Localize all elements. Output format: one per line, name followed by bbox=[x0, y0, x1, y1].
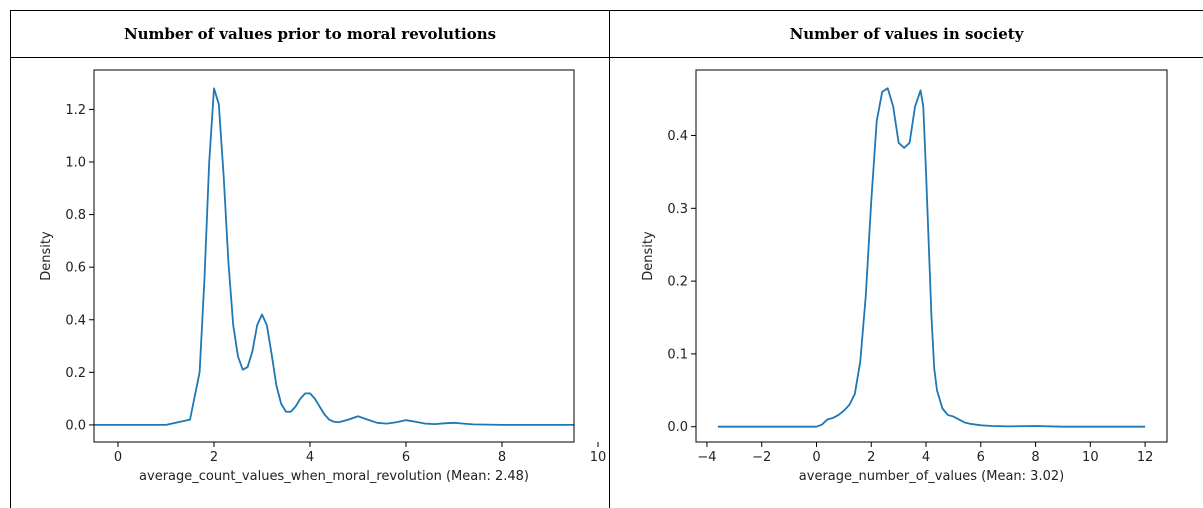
right-density-chart: −4 −2 0 2 4 6 8 10 12 0.0 0.1 0.2 0.3 0.4 average_numb… bbox=[641, 69, 1168, 484]
column-divider bbox=[609, 10, 610, 508]
x-axis-label: average_number_of_values (Mean: 3.02) bbox=[799, 469, 1064, 484]
x-axis-label: average_count_values_when_moral_revoluti… bbox=[139, 469, 529, 484]
right-panel-title: Number of values in society bbox=[789, 24, 1024, 43]
axes-box bbox=[93, 69, 575, 443]
y-tick-label: 0.3 bbox=[667, 202, 688, 217]
y-tick-label: 0.8 bbox=[65, 208, 86, 223]
y-tick-label: 0.4 bbox=[65, 313, 86, 328]
x-tick-label: 6 bbox=[402, 450, 410, 465]
y-tick-label: 0.0 bbox=[65, 418, 86, 433]
density-line bbox=[717, 87, 1146, 428]
y-tick-label: 0.6 bbox=[65, 261, 86, 276]
x-tick-label: 4 bbox=[922, 450, 930, 465]
x-tick-label: −4 bbox=[697, 450, 716, 465]
x-tick-label: 2 bbox=[210, 450, 218, 465]
y-tick-label: 1.2 bbox=[65, 103, 86, 118]
y-tick-label: 0.1 bbox=[667, 347, 688, 362]
density-line bbox=[94, 87, 574, 426]
x-tick-label: 2 bbox=[867, 450, 875, 465]
y-tick-label: 0.2 bbox=[667, 275, 688, 290]
y-tick-label: 0.2 bbox=[65, 366, 86, 381]
x-tick-label: 8 bbox=[1031, 450, 1039, 465]
y-tick-label: 0.4 bbox=[667, 129, 688, 144]
plot-area: −4 −2 0 2 4 6 8 10 12 0.0 0.1 0.2 0.3 0.4 average_numb… bbox=[641, 69, 1168, 484]
x-tick-label: −2 bbox=[752, 450, 771, 465]
y-tick-label: 0.0 bbox=[667, 420, 688, 435]
plot-area: 0 2 4 6 8 10 0.0 0.2 0.4 0.6 0.8 1.0 1.2 average_coun… bbox=[39, 69, 607, 484]
x-tick-label: 6 bbox=[977, 450, 985, 465]
x-tick-label: 0 bbox=[812, 450, 820, 465]
left-panel-title: Number of values prior to moral revoluti… bbox=[123, 24, 497, 43]
axes-box bbox=[695, 69, 1168, 443]
x-tick-label: 4 bbox=[306, 450, 314, 465]
x-tick-label: 0 bbox=[114, 450, 122, 465]
x-tick-label: 12 bbox=[1137, 450, 1154, 465]
y-axis-label: Density bbox=[39, 231, 54, 281]
x-tick-label: 8 bbox=[498, 450, 506, 465]
x-tick-label: 10 bbox=[1082, 450, 1099, 465]
x-tick-label: 10 bbox=[590, 450, 607, 465]
header-divider bbox=[10, 57, 1203, 58]
table-frame bbox=[10, 10, 1203, 508]
y-tick-label: 1.0 bbox=[65, 156, 86, 171]
y-axis-label: Density bbox=[641, 231, 656, 281]
left-density-chart: 0 2 4 6 8 10 0.0 0.2 0.4 0.6 0.8 1.0 1.2 average_coun… bbox=[39, 69, 606, 484]
